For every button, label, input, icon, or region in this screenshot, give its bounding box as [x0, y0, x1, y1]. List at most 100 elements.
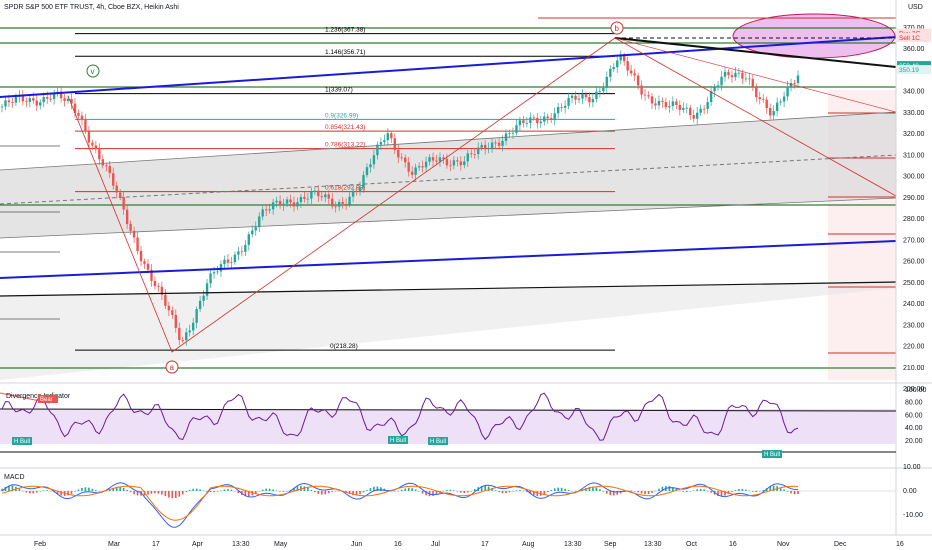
candle-body — [456, 160, 459, 162]
candle-body — [77, 113, 80, 116]
time-tick-label: Nov — [777, 541, 790, 548]
macd-histogram-bar — [463, 491, 466, 493]
macd-histogram-bar — [599, 489, 601, 491]
candle-body — [706, 102, 709, 109]
candle-body — [237, 251, 240, 255]
macd-histogram-bar — [758, 491, 761, 492]
macd-histogram-bar — [616, 491, 619, 495]
macd-histogram-bar — [734, 490, 737, 491]
macd-histogram-bar — [414, 489, 417, 491]
candle-body — [289, 199, 292, 203]
candle-body — [327, 194, 330, 199]
macd-histogram-bar — [168, 491, 170, 498]
candle-body — [331, 198, 334, 207]
candle-body — [640, 85, 643, 95]
macd-histogram-bar — [515, 490, 518, 491]
macd-histogram-bar — [550, 490, 553, 491]
macd-histogram-bar — [206, 491, 208, 492]
candle-body — [299, 196, 303, 203]
candle-body — [442, 157, 445, 159]
candle-body — [198, 300, 202, 310]
macd-histogram-bar — [154, 491, 156, 494]
price-tick-label: 290.00 — [903, 195, 925, 202]
macd-histogram-bar — [533, 491, 535, 496]
candle-body — [390, 133, 393, 139]
candle-body — [762, 99, 765, 100]
time-tick-label: 17 — [481, 541, 489, 548]
macd-histogram-bar — [209, 491, 212, 493]
price-axis[interactable]: 370.00360.00350.00340.00330.00320.00310.… — [903, 25, 925, 393]
candle-body — [689, 107, 692, 116]
candle-body — [337, 201, 341, 207]
macd-histogram-bar — [56, 491, 59, 495]
candle-body — [42, 97, 45, 103]
macd-histogram-bar — [696, 489, 698, 491]
macd-histogram-bar — [741, 488, 744, 491]
candle-body — [355, 190, 358, 192]
divergence-tag: H Bull — [764, 452, 780, 458]
macd-tick-label: 10.00 — [903, 464, 921, 471]
candle-body — [14, 96, 18, 103]
macd-histogram-bar — [710, 491, 712, 493]
candle-body — [636, 75, 640, 86]
macd-pane[interactable]: MACD 10.00 0.00 -10.00 — [0, 464, 923, 528]
candle-body — [616, 60, 619, 68]
macd-histogram-bar — [188, 489, 191, 491]
macd-histogram-bar — [557, 487, 559, 491]
candle-body — [529, 117, 532, 123]
candle-body — [473, 153, 476, 155]
price-tick-label: 300.00 — [903, 174, 925, 181]
candle-body — [32, 98, 35, 101]
macd-histogram-bar — [491, 488, 493, 491]
candle-body — [160, 286, 164, 295]
macd-histogram-bar — [150, 491, 153, 494]
macd-histogram-bar — [11, 485, 14, 491]
wave-label-circle — [165, 360, 179, 374]
divergence-tag-bg — [762, 450, 782, 458]
macd-histogram-bar — [352, 491, 354, 496]
macd-histogram-bar — [4, 486, 7, 491]
candle-body — [258, 216, 261, 228]
macd-histogram-bar — [404, 488, 407, 491]
macd-histogram-bar — [244, 491, 247, 497]
macd-histogram-bar — [390, 491, 393, 492]
time-tick-label: Feb — [34, 541, 46, 548]
macd-histogram-bar — [574, 491, 577, 492]
divergence-tag-bg — [12, 437, 32, 445]
macd-histogram-bar — [293, 488, 295, 491]
macd-histogram-bar — [717, 491, 719, 497]
divergence-tag-bg — [428, 437, 448, 445]
candle-body — [292, 202, 296, 207]
time-axis[interactable]: Feb Mar 17 Apr 13:30 May Jun 16 Jul 17 Aug 13:30 Sep… — [34, 541, 904, 548]
candle-body — [536, 117, 539, 124]
candle-body — [324, 194, 327, 198]
candle-body — [334, 206, 337, 208]
macd-histogram-bar — [425, 491, 427, 496]
price-tick-label: 200.00 — [903, 386, 925, 393]
macd-histogram-bar — [689, 491, 692, 492]
macd-histogram-bar — [651, 491, 653, 493]
price-pane[interactable]: 1.236(367.38) 1.146(356.71) 1(339.07) 0.9(3… — [0, 13, 897, 380]
candle-body — [171, 310, 174, 315]
price-tick-label: 360.00 — [903, 46, 925, 53]
candle-body — [713, 87, 716, 92]
macd-histogram-bar — [373, 486, 375, 491]
candle-body — [212, 272, 216, 274]
macd-histogram-bar — [470, 491, 473, 492]
time-tick-label: 13:30 — [644, 541, 662, 548]
macd-histogram-bar — [272, 489, 274, 491]
candle-body — [532, 117, 536, 119]
candle-body — [480, 144, 483, 148]
candle-body — [362, 175, 365, 188]
macd-tick-label: 0.00 — [903, 488, 917, 495]
macd-histogram-bar — [164, 491, 167, 497]
target-ellipse[interactable] — [732, 13, 896, 59]
macd-histogram-bar — [397, 490, 400, 492]
macd-histogram-bar — [18, 488, 21, 491]
candle-body — [675, 101, 678, 105]
candle-body — [7, 100, 11, 103]
candle-body — [779, 101, 782, 103]
price-tick-label: 250.00 — [903, 280, 925, 287]
